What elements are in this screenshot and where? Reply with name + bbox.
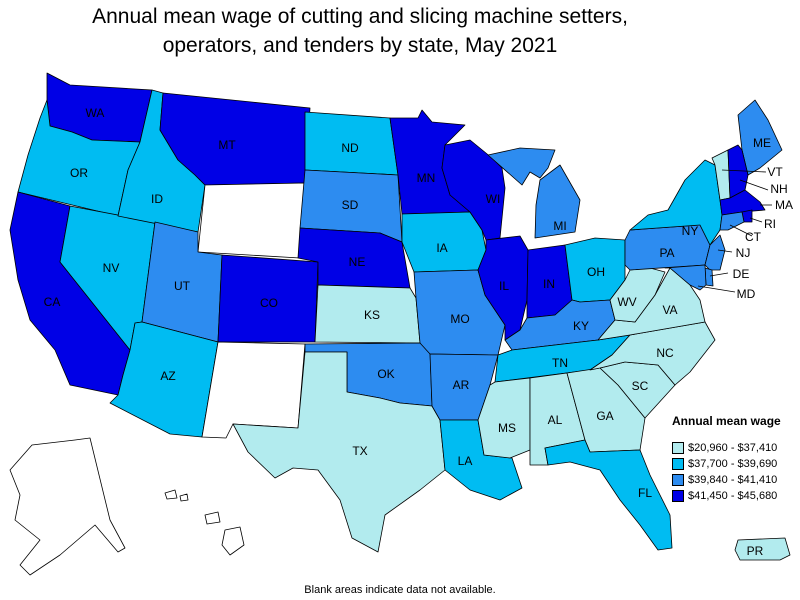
label-ar: AR xyxy=(453,378,470,392)
label-vt: VT xyxy=(767,165,783,179)
callout-labels: VT NH MA RI CT NJ DE MD PR xyxy=(697,165,793,558)
label-mi: MI xyxy=(553,219,566,233)
legend-swatch xyxy=(672,442,684,454)
label-ms: MS xyxy=(498,421,516,435)
legend-title: Annual mean wage xyxy=(672,414,781,428)
state-nm[interactable] xyxy=(201,341,306,439)
label-il: IL xyxy=(499,279,509,293)
legend-swatch xyxy=(672,490,684,502)
label-mt: MT xyxy=(218,138,236,152)
state-fl[interactable] xyxy=(544,439,673,551)
legend-item: $39,840 - $41,410 xyxy=(672,472,797,488)
label-al: AL xyxy=(548,413,563,427)
label-ca: CA xyxy=(44,295,61,309)
label-nv: NV xyxy=(103,261,120,275)
title-line-2: operators, and tenders by state, May 202… xyxy=(162,34,558,57)
legend-label: $41,450 - $45,680 xyxy=(688,490,778,502)
label-ga: GA xyxy=(596,409,613,423)
label-ri: RI xyxy=(764,217,776,231)
label-or: OR xyxy=(70,166,88,180)
legend-label: $20,960 - $37,410 xyxy=(688,442,778,454)
state-pr[interactable] xyxy=(734,537,791,561)
state-mi[interactable] xyxy=(487,147,581,239)
state-nc[interactable] xyxy=(589,321,716,386)
label-ct: CT xyxy=(745,230,762,244)
state-labels: WA OR CA NV ID MT UT AZ CO ND SD NE KS O… xyxy=(44,106,771,500)
legend: Annual mean wage $20,960 - $37,410 $37,7… xyxy=(672,414,797,504)
label-ok: OK xyxy=(377,367,394,381)
label-nd: ND xyxy=(341,141,359,155)
label-ne: NE xyxy=(349,255,366,269)
label-nj: NJ xyxy=(736,246,751,260)
label-fl: FL xyxy=(638,486,652,500)
legend-item: $20,960 - $37,410 xyxy=(672,440,797,456)
label-ia: IA xyxy=(436,241,447,255)
state-ct[interactable] xyxy=(719,211,745,231)
state-wy[interactable] xyxy=(197,182,306,259)
label-va: VA xyxy=(662,303,677,317)
label-pa: PA xyxy=(659,246,674,260)
legend-label: $39,840 - $41,410 xyxy=(688,474,778,486)
label-ks: KS xyxy=(364,308,380,322)
label-mn: MN xyxy=(417,171,436,185)
label-tx: TX xyxy=(352,444,367,458)
state-tx[interactable] xyxy=(232,351,446,553)
label-az: AZ xyxy=(160,369,175,383)
label-me: ME xyxy=(753,136,771,150)
legend-item: $37,700 - $39,690 xyxy=(672,456,797,472)
label-wi: WI xyxy=(486,192,501,206)
state-md[interactable] xyxy=(664,264,707,291)
label-ny: NY xyxy=(682,224,699,238)
legend-item: $41,450 - $45,680 xyxy=(672,488,797,504)
label-co: CO xyxy=(260,296,278,310)
state-wv[interactable] xyxy=(609,267,666,323)
label-wa: WA xyxy=(86,106,105,120)
label-nh: NH xyxy=(770,182,787,196)
footnote: Blank areas indicate data not available. xyxy=(304,584,496,596)
label-mo: MO xyxy=(450,312,469,326)
legend-swatch xyxy=(672,474,684,486)
label-de: DE xyxy=(733,267,750,281)
state-ak[interactable] xyxy=(9,437,126,576)
map-title: Annual mean wage of cutting and slicing … xyxy=(0,2,720,60)
label-ut: UT xyxy=(174,279,191,293)
label-in: IN xyxy=(543,277,555,291)
label-sc: SC xyxy=(632,379,649,393)
label-wv: WV xyxy=(617,295,636,309)
label-ma: MA xyxy=(775,198,793,212)
label-ky: KY xyxy=(573,319,589,333)
label-tn: TN xyxy=(552,356,568,370)
label-md: MD xyxy=(737,287,756,301)
title-line-1: Annual mean wage of cutting and slicing … xyxy=(92,5,628,28)
label-oh: OH xyxy=(587,265,605,279)
label-pr: PR xyxy=(747,544,764,558)
label-nc: NC xyxy=(656,346,674,360)
legend-swatch xyxy=(672,458,684,470)
state-hi[interactable] xyxy=(164,489,245,556)
legend-label: $37,700 - $39,690 xyxy=(688,458,778,470)
label-id: ID xyxy=(151,192,163,206)
label-sd: SD xyxy=(342,198,359,212)
label-la: LA xyxy=(458,454,473,468)
